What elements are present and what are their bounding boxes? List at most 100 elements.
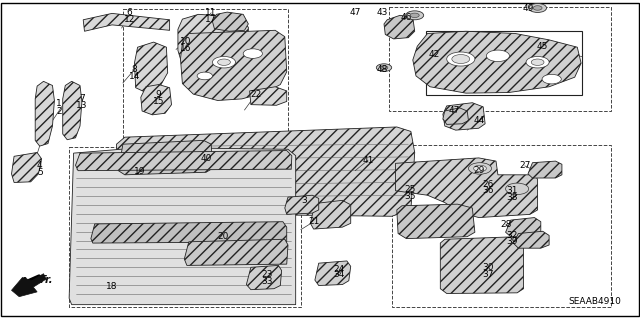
Text: 26: 26	[482, 180, 493, 189]
Text: 5: 5	[37, 168, 42, 177]
Polygon shape	[212, 12, 248, 31]
Text: 45: 45	[537, 42, 548, 51]
Text: 16: 16	[180, 44, 191, 53]
Polygon shape	[513, 231, 549, 248]
Text: 49: 49	[522, 4, 534, 13]
Text: 33: 33	[262, 277, 273, 286]
Circle shape	[212, 56, 236, 68]
Text: 3: 3	[302, 196, 307, 205]
Circle shape	[474, 165, 486, 172]
Text: 20: 20	[217, 232, 228, 241]
Polygon shape	[440, 237, 524, 293]
Bar	[392, 145, 611, 307]
Text: 27: 27	[519, 161, 531, 170]
Text: 12: 12	[124, 15, 135, 24]
Text: 29: 29	[473, 166, 484, 175]
Text: 14: 14	[129, 72, 140, 81]
Text: 21: 21	[308, 217, 319, 226]
Text: 31: 31	[506, 186, 518, 195]
Text: 25: 25	[404, 185, 415, 194]
Text: 15: 15	[153, 97, 164, 106]
Polygon shape	[69, 147, 296, 305]
Circle shape	[197, 72, 212, 80]
Text: 38: 38	[506, 193, 518, 202]
Circle shape	[376, 64, 392, 71]
Polygon shape	[63, 81, 82, 140]
Circle shape	[410, 13, 419, 18]
Text: 30: 30	[482, 263, 493, 272]
Text: 6: 6	[127, 8, 132, 17]
Text: 47: 47	[349, 8, 361, 17]
Circle shape	[526, 56, 549, 68]
Text: 41: 41	[362, 156, 374, 165]
Text: 24: 24	[333, 265, 345, 274]
Polygon shape	[35, 81, 54, 146]
Polygon shape	[184, 239, 288, 265]
Circle shape	[533, 6, 542, 10]
Text: 42: 42	[428, 50, 440, 59]
Bar	[69, 147, 301, 307]
Polygon shape	[134, 42, 168, 93]
Polygon shape	[118, 140, 212, 175]
Polygon shape	[384, 15, 415, 39]
Text: 44: 44	[473, 116, 484, 125]
Text: 43: 43	[377, 8, 388, 17]
Polygon shape	[285, 195, 319, 214]
Circle shape	[531, 59, 544, 65]
Text: 35: 35	[404, 192, 415, 201]
Text: 9: 9	[156, 90, 161, 99]
Text: 32: 32	[506, 231, 518, 240]
Circle shape	[380, 66, 388, 70]
Text: 19: 19	[134, 167, 145, 176]
Text: 13: 13	[76, 101, 88, 110]
Polygon shape	[528, 161, 562, 178]
Text: 8: 8	[132, 65, 137, 74]
Polygon shape	[443, 108, 468, 124]
Text: 37: 37	[482, 271, 493, 279]
Text: SEAAB4910: SEAAB4910	[568, 297, 621, 306]
Text: 47: 47	[449, 106, 460, 115]
Polygon shape	[12, 274, 46, 297]
Text: 22: 22	[250, 90, 262, 99]
Bar	[123, 9, 288, 138]
Polygon shape	[397, 204, 475, 239]
Circle shape	[452, 55, 470, 63]
Polygon shape	[246, 265, 282, 290]
Text: 11: 11	[205, 8, 217, 17]
Text: 40: 40	[201, 154, 212, 163]
Circle shape	[529, 4, 547, 12]
Polygon shape	[83, 13, 170, 31]
Circle shape	[218, 59, 230, 65]
Text: 18: 18	[106, 282, 118, 291]
Polygon shape	[506, 218, 541, 237]
Text: 48: 48	[377, 65, 388, 74]
Text: 1: 1	[56, 99, 61, 108]
Circle shape	[486, 50, 509, 62]
Text: 10: 10	[180, 37, 191, 46]
Bar	[389, 7, 611, 111]
Text: 34: 34	[333, 271, 345, 279]
Polygon shape	[116, 127, 415, 216]
Polygon shape	[413, 31, 581, 93]
Circle shape	[447, 52, 475, 66]
Text: 7: 7	[79, 94, 84, 103]
Text: 2: 2	[56, 107, 61, 115]
Polygon shape	[76, 151, 292, 171]
Circle shape	[542, 74, 561, 84]
Text: 28: 28	[500, 220, 511, 229]
Circle shape	[243, 49, 262, 58]
Text: 46: 46	[401, 13, 412, 22]
Polygon shape	[443, 103, 485, 130]
Polygon shape	[250, 87, 287, 105]
Text: Fr.: Fr.	[40, 275, 53, 285]
Text: 36: 36	[482, 186, 493, 195]
Polygon shape	[310, 200, 351, 229]
Circle shape	[468, 163, 492, 174]
Circle shape	[506, 183, 529, 195]
Text: 4: 4	[37, 161, 42, 170]
Polygon shape	[12, 152, 42, 182]
Circle shape	[406, 11, 424, 20]
Text: 39: 39	[506, 237, 518, 246]
Polygon shape	[91, 222, 287, 243]
Polygon shape	[178, 14, 248, 75]
